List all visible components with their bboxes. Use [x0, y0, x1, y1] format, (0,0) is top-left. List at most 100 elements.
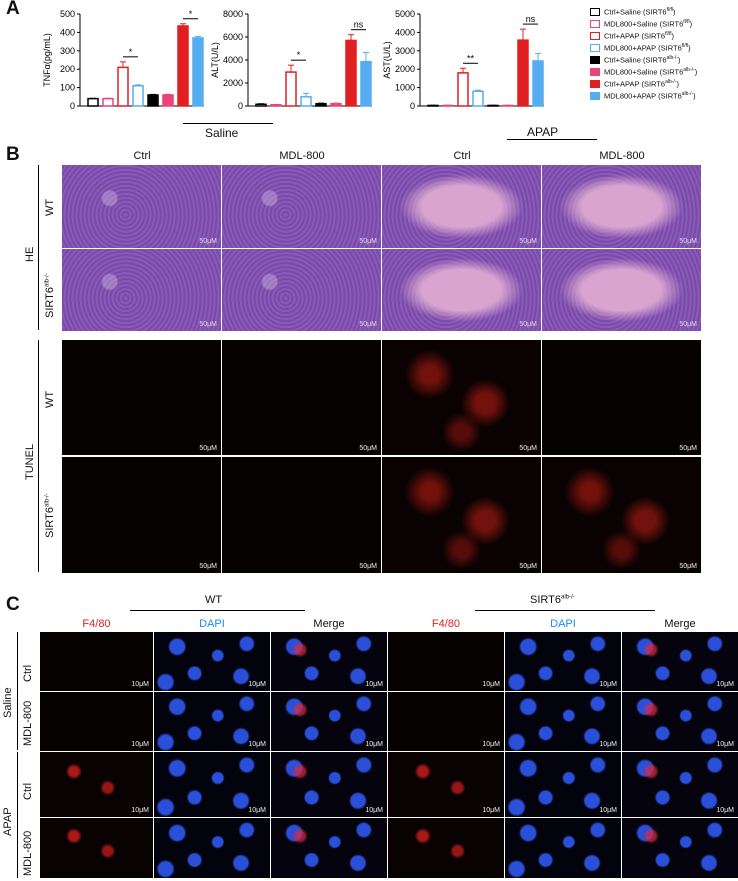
b-tunel-ko-label: SIRT6alb-/-: [44, 493, 56, 538]
legend-swatch: [590, 80, 600, 88]
c-scale-label: 10μM: [482, 681, 500, 688]
y-tick-label: 8000: [223, 9, 243, 19]
b-col-mdl-2: MDL-800: [599, 150, 645, 162]
b-he-wt-label: WT: [44, 198, 56, 216]
group-saline-label: Saline: [205, 126, 239, 140]
bar: [87, 97, 99, 107]
legend-item: Ctrl+APAP (SIRT6alb-/-): [590, 78, 738, 90]
bar: [255, 103, 267, 107]
b-tunel-ko-ctrl: 50μM: [62, 457, 221, 573]
legend-label: MDL800+Saline (SIRT6alb-/-): [604, 67, 698, 77]
bar: [330, 102, 342, 107]
y-tick-label: 300: [60, 46, 75, 56]
c-image-tile: 10μM: [622, 752, 738, 817]
c-scale-label: 10μM: [482, 741, 500, 748]
c-image-tile: 10μM: [154, 752, 270, 817]
sig-label: *: [297, 50, 301, 60]
legend-label: MDL800+Saline (SIRT6fl/fl): [604, 19, 693, 29]
bar: [162, 94, 174, 107]
c-scale-label: 10μM: [365, 807, 383, 814]
bar: [345, 39, 357, 107]
bar: [285, 71, 297, 107]
c-image-tile: [622, 818, 738, 878]
c-image-tile: [505, 818, 621, 878]
c-scale-label: 10μM: [131, 681, 149, 688]
group-apap-label: APAP: [527, 125, 559, 139]
c-image-tile: [271, 818, 387, 878]
b-he-wt-apap-ctrl: 50μM: [382, 165, 541, 248]
c-col-f480-wt: F4/80: [82, 618, 111, 630]
chart-ast: 0 1000 2000 3000 4000 5000 AST(U/L) ** ns: [382, 9, 544, 111]
b-tunel-ko-apap-ctrl: 50μM: [382, 457, 541, 573]
y-tick-label: 2000: [395, 64, 415, 74]
group-apap-bar: [507, 139, 597, 140]
c-saline-bracket: [17, 632, 18, 750]
legend-label: Ctrl+APAP (SIRT6alb-/-): [604, 79, 679, 89]
bar: [517, 39, 529, 107]
b-tunel-wt-ctrl: 50μM: [62, 340, 221, 455]
c-image-tile: 10μM: [388, 692, 504, 751]
y-tick-label: 0: [70, 101, 75, 111]
b-he-wt-mdl: 50μM: [222, 165, 381, 248]
c-scale-label: 10μM: [599, 807, 617, 814]
c-scale-label: 10μM: [716, 807, 734, 814]
y-tick-label: 500: [60, 9, 75, 19]
panel-a-letter: A: [6, 0, 20, 19]
c-image-tile: [40, 818, 153, 878]
sig-label: ns: [526, 14, 536, 24]
c-row-ctrl-1: Ctrl: [22, 664, 34, 682]
c-scale-label: 10μM: [716, 681, 734, 688]
legend-item: Ctrl+APAP (SIRT6fl/fl): [590, 30, 738, 42]
bar: [192, 37, 204, 107]
bar: [177, 25, 189, 107]
c-image-tile: 10μM: [40, 752, 153, 817]
legend-item: Ctrl+Saline (SIRT6fl/fl): [590, 6, 738, 18]
y-tick-label: 5000: [395, 9, 415, 19]
sig-label: **: [467, 53, 475, 63]
b-he-ko-ctrl: 50μM: [62, 249, 221, 331]
c-ko-label: SIRT6alb-/-: [530, 594, 575, 606]
c-scale-label: 10μM: [131, 807, 149, 814]
y-tick-label: 1000: [395, 83, 415, 93]
legend-swatch: [590, 56, 600, 64]
b-he-ko-apap-ctrl: 50μM: [382, 249, 541, 331]
c-image-tile: [388, 818, 504, 878]
b-col-ctrl-1: Ctrl: [133, 150, 151, 162]
c-col-dapi-wt: DAPI: [199, 618, 225, 630]
b-he-wt-apap-mdl: 50μM: [542, 165, 701, 248]
legend-swatch: [590, 32, 600, 40]
c-image-tile: 10μM: [154, 692, 270, 751]
legend-label: MDL800+APAP (SIRT6alb-/-): [604, 91, 696, 101]
chart-legend: Ctrl+Saline (SIRT6fl/fl) MDL800+Saline (S…: [590, 6, 738, 102]
c-image-tile: 10μM: [622, 692, 738, 751]
c-apap-bracket: [17, 752, 18, 878]
c-scale-label: 10μM: [365, 741, 383, 748]
b-tunel-label: TUNEL: [24, 443, 36, 480]
b-he-ko-apap-mdl: 50μM: [542, 249, 701, 331]
c-row-ctrl-2: Ctrl: [22, 782, 34, 800]
sig-label: *: [129, 47, 133, 57]
y-tick-label: 6000: [223, 32, 243, 42]
c-image-tile: 10μM: [388, 752, 504, 817]
bar: [102, 97, 114, 107]
c-image-tile: 10μM: [505, 632, 621, 691]
bar: [360, 60, 372, 107]
c-image-tile: 10μM: [388, 632, 504, 691]
b-tunel-wt-apap-ctrl: 50μM: [382, 340, 541, 455]
c-image-tile: 10μM: [271, 752, 387, 817]
c-col-merge-wt: Merge: [313, 618, 345, 630]
legend-swatch: [590, 68, 600, 76]
b-he-ko-mdl: 50μM: [222, 249, 381, 331]
y-tick-label: 3000: [395, 46, 415, 56]
panel-c-letter: C: [6, 594, 20, 615]
y-tick-label: 0: [238, 101, 243, 111]
c-image-tile: 10μM: [40, 632, 153, 691]
legend-label: Ctrl+Saline (SIRT6alb-/-): [604, 55, 681, 65]
legend-swatch: [590, 44, 600, 52]
legend-label: Ctrl+Saline (SIRT6fl/fl): [604, 7, 676, 17]
legend-swatch: [590, 20, 600, 28]
y-tick-label: 200: [60, 64, 75, 74]
legend-item: MDL800+Saline (SIRT6alb-/-): [590, 66, 738, 78]
bar: [300, 96, 312, 107]
chart-tnf: 0 100 200 300 400 500 TNFα(pg/mL) * *: [42, 9, 204, 111]
